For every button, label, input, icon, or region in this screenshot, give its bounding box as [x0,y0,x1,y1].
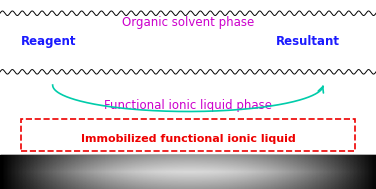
Bar [0,177,376,178]
Bar [0,169,376,170]
Bar [0,155,376,156]
Bar [0,170,376,171]
Bar [0,183,376,184]
Bar [0,184,376,185]
Bar [0,172,376,173]
Bar [0,181,376,182]
Bar [0,185,376,186]
Text: Solid support: Solid support [149,171,227,184]
Text: Reagent: Reagent [21,35,77,48]
Bar [0,188,376,189]
Bar [0,180,376,181]
Text: Resultant: Resultant [276,35,340,48]
Bar [0,179,376,180]
Bar [0,162,376,163]
Bar [0,158,376,159]
Bar [0,165,376,166]
Bar [0,157,376,158]
Bar [0,163,376,164]
Text: Functional ionic liquid phase: Functional ionic liquid phase [104,99,272,112]
Bar [0,160,376,161]
Bar [0,168,376,169]
Bar [0,174,376,175]
Bar [0,187,376,188]
Bar [0,175,376,176]
Bar [0,182,376,183]
Bar [0,159,376,160]
Bar [0,178,376,179]
Bar [0,173,376,174]
Bar [0,171,376,172]
Bar [0,186,376,187]
Bar [0,161,376,162]
Text: Organic solvent phase: Organic solvent phase [122,16,254,29]
Bar [0,156,376,157]
Bar [0,166,376,167]
Bar [0,167,376,168]
Text: Immobilized functional ionic liquid: Immobilized functional ionic liquid [80,134,296,144]
Bar [0,164,376,165]
Bar [0,176,376,177]
